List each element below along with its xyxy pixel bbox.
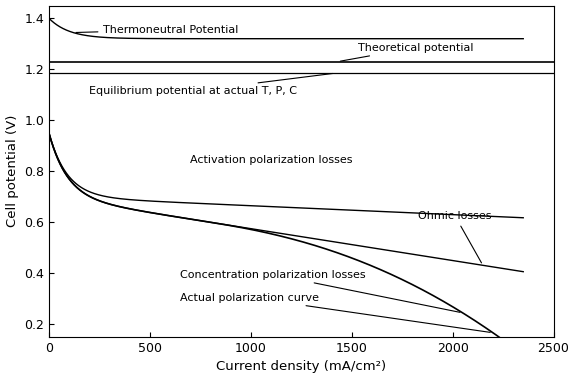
Y-axis label: Cell potential (V): Cell potential (V) [6, 115, 18, 227]
Text: Concentration polarization losses: Concentration polarization losses [180, 269, 460, 312]
Text: Thermoneutral Potential: Thermoneutral Potential [76, 25, 239, 35]
Text: Equilibrium potential at actual T, P, C: Equilibrium potential at actual T, P, C [89, 74, 333, 96]
Text: Ohmic losses: Ohmic losses [418, 211, 492, 263]
X-axis label: Current density (mA/cm²): Current density (mA/cm²) [216, 360, 386, 373]
Text: Activation polarization losses: Activation polarization losses [190, 155, 352, 165]
Text: Theoretical potential: Theoretical potential [340, 42, 473, 61]
Text: Actual polarization curve: Actual polarization curve [180, 293, 490, 332]
